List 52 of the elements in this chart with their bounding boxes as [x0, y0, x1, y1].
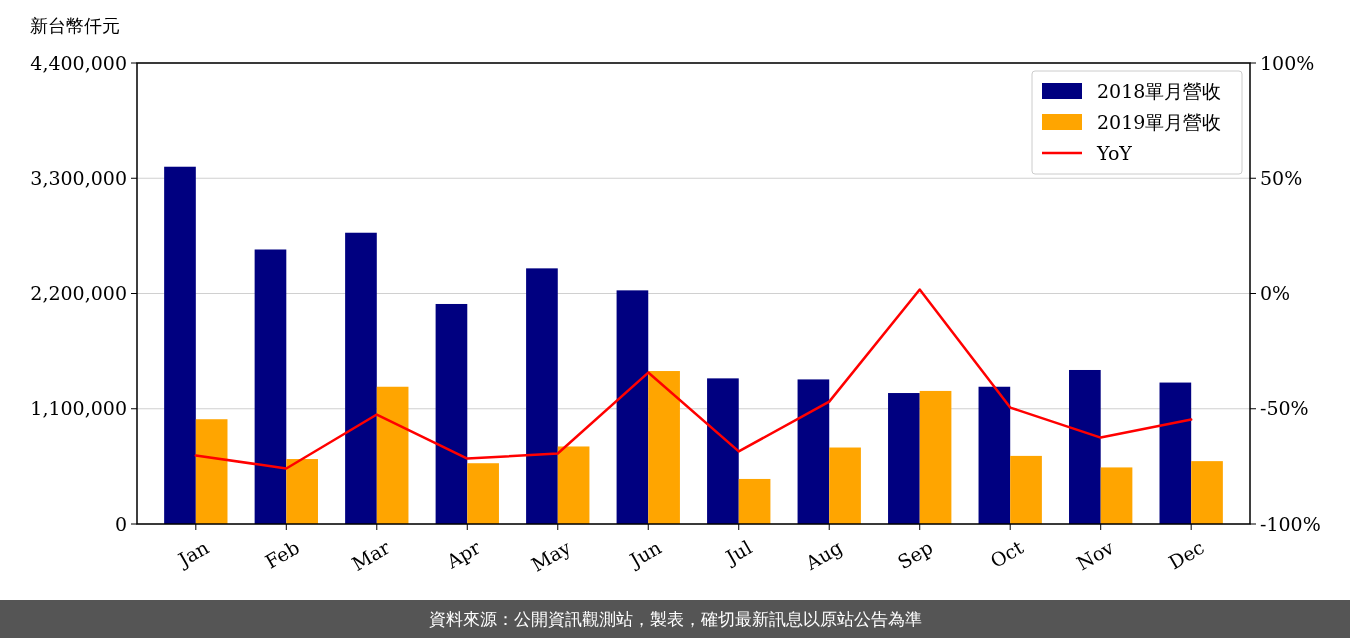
y2-tick-label: 50% [1260, 166, 1303, 189]
y-tick-label: 4,400,000 [30, 51, 127, 74]
x-tick-label: Jan [172, 535, 213, 572]
y2-tick-label: 0% [1260, 282, 1291, 305]
bar [1010, 455, 1042, 524]
line-series [194, 288, 1193, 470]
x-tick-label: Oct [986, 535, 1028, 572]
y-tick-label: 2,200,000 [30, 282, 127, 305]
x-tick-label: Mar [347, 535, 395, 575]
bar [164, 166, 196, 524]
bar [829, 447, 861, 524]
x-tick-label: Aug [801, 535, 846, 575]
bar [376, 386, 409, 524]
y2-tick-label: 100% [1260, 51, 1315, 74]
x-tick-label: Apr [441, 535, 485, 573]
bar [286, 459, 318, 524]
bar [435, 303, 468, 524]
legend-label: 2018單月營收 [1097, 79, 1222, 102]
bar [919, 390, 952, 524]
bar [526, 268, 558, 524]
y2-tick-label: -50% [1260, 397, 1309, 420]
bar [1159, 382, 1192, 524]
bar [557, 446, 590, 524]
x-tick-label: Jul [720, 535, 756, 569]
y2-tick-label: -100% [1260, 512, 1321, 535]
bar [1191, 461, 1223, 524]
x-tick-label: May [527, 535, 575, 576]
bar [707, 378, 739, 524]
x-tick-label: Feb [261, 535, 303, 573]
bar [797, 379, 830, 524]
legend-label: 2019單月營收 [1097, 110, 1222, 133]
bar [345, 232, 377, 524]
y-axis-title: 新台幣仟元 [30, 15, 120, 36]
source-note: 資料來源：公開資訊觀測站，製表，確切最新訊息以原站公告為準 [428, 608, 922, 629]
bar [648, 371, 680, 524]
bar [195, 419, 228, 524]
bar [1100, 467, 1133, 524]
bar [616, 290, 649, 524]
y-tick-label: 3,300,000 [30, 166, 127, 189]
x-tick-label: Sep [893, 535, 937, 574]
bar [467, 463, 499, 524]
legend-label: YoY [1096, 141, 1133, 164]
y-tick-label: 1,100,000 [30, 397, 127, 420]
bar [1069, 369, 1101, 524]
bar [888, 393, 920, 524]
y-tick-label: 0 [114, 512, 127, 535]
x-tick-label: Nov [1072, 535, 1118, 575]
bar [254, 249, 287, 524]
x-tick-label: Jun [624, 535, 665, 573]
x-tick-label: Dec [1164, 535, 1208, 574]
bar [978, 386, 1011, 524]
bar [738, 478, 771, 524]
